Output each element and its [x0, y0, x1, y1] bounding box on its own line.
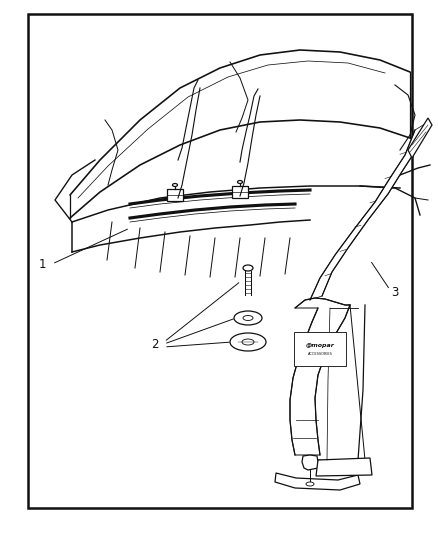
Ellipse shape: [242, 339, 254, 345]
Ellipse shape: [306, 482, 314, 486]
Ellipse shape: [173, 183, 177, 187]
Ellipse shape: [230, 333, 266, 351]
Ellipse shape: [243, 316, 253, 320]
Bar: [232, 186, 248, 198]
Polygon shape: [316, 458, 372, 476]
Text: 3: 3: [391, 286, 399, 298]
Polygon shape: [275, 473, 360, 490]
Bar: [167, 189, 183, 201]
Ellipse shape: [237, 181, 243, 183]
Bar: [28, 14, 412, 508]
Polygon shape: [310, 122, 428, 300]
Text: ACCESSORIES: ACCESSORIES: [307, 352, 332, 356]
Text: 1: 1: [38, 257, 46, 271]
Polygon shape: [290, 298, 350, 455]
Ellipse shape: [243, 265, 253, 271]
Polygon shape: [302, 455, 320, 470]
Ellipse shape: [234, 311, 262, 325]
Text: 2: 2: [151, 338, 159, 351]
Bar: [294, 332, 346, 366]
Text: @mopar: @mopar: [306, 343, 335, 348]
Polygon shape: [408, 118, 432, 158]
